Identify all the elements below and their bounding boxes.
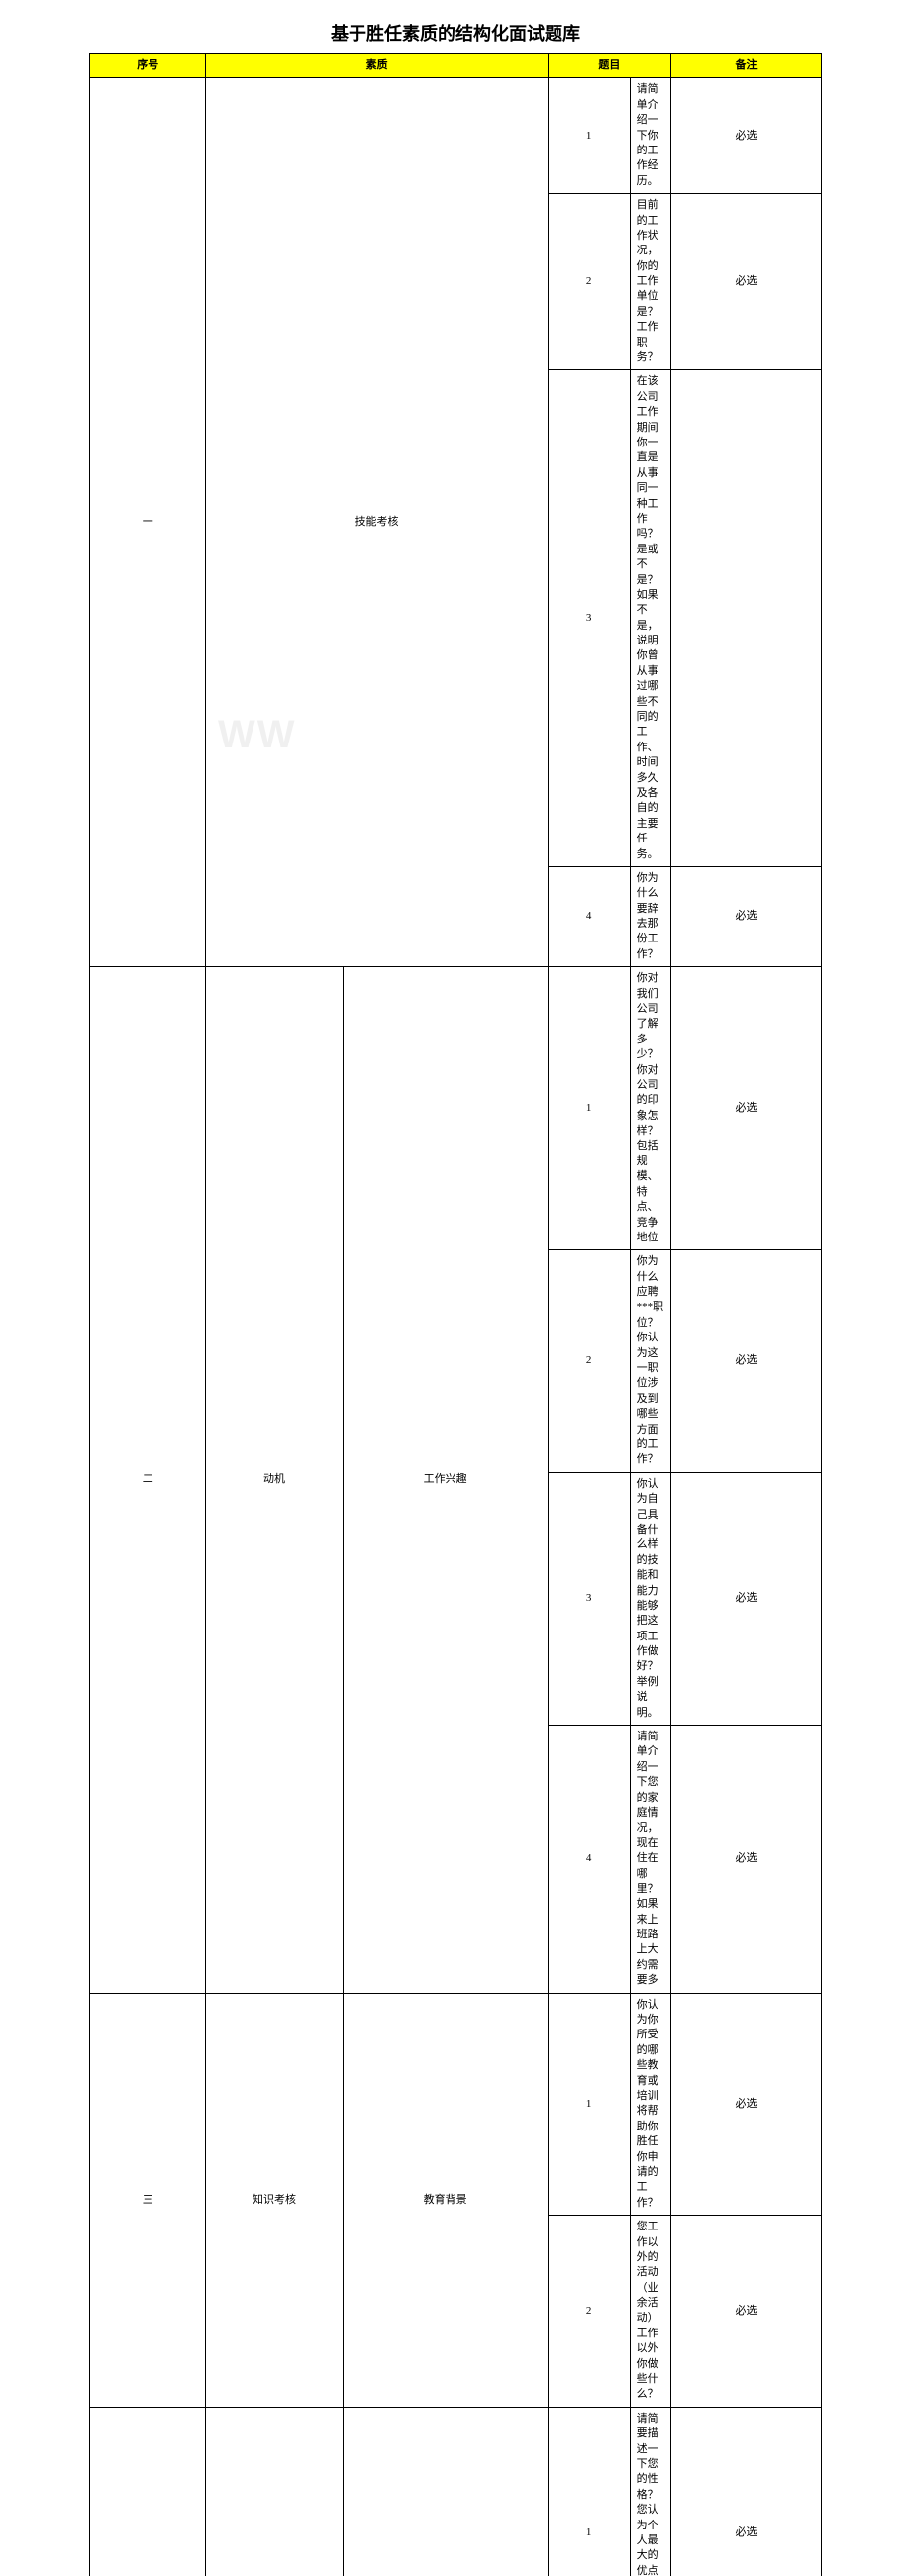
num-cell: 4 (548, 1726, 630, 1994)
header-cat: 素质 (206, 54, 548, 78)
seq-cell: 二 (90, 967, 206, 1993)
remark-cell: 必选 (671, 967, 822, 1250)
remark-cell: 必选 (671, 2407, 822, 2576)
header-row: 序号 素质 题目 备注 (90, 54, 822, 78)
question-cell: 目前的工作状况，你的工作单位是？工作职务？ (630, 194, 670, 370)
num-cell: 2 (548, 194, 630, 370)
header-rem: 备注 (671, 54, 822, 78)
sub-cell: 个性考核 (343, 2407, 548, 2576)
question-table: 序号 素质 题目 备注 一技能考核1请简单介绍一下你的工作经历。必选2目前的工作… (89, 53, 822, 2576)
header-q: 题目 (548, 54, 670, 78)
num-cell: 3 (548, 1472, 630, 1725)
question-cell: 你对我们公司了解多少？ 你对公司的印象怎样？包括规模、特点、竞争地位 (630, 967, 670, 1250)
remark-cell (671, 370, 822, 867)
question-cell: 你认为自己具备什么样的技能和能力能够把这项工作做好？举例说明。 (630, 1472, 670, 1725)
header-seq: 序号 (90, 54, 206, 78)
sub-cell: 技能考核 (206, 78, 548, 967)
sub-cell: 工作兴趣 (343, 967, 548, 1993)
remark-cell: 必选 (671, 2216, 822, 2408)
question-cell: 你为什么应聘***职位？你认为这一职位涉及到哪些方面的工作？ (630, 1250, 670, 1472)
remark-cell: 必选 (671, 1726, 822, 1994)
question-cell: 请简要描述一下您的性格？您认为个人最大的优点是什么？缺点是什么？ (630, 2407, 670, 2576)
table-row: 二动机工作兴趣1你对我们公司了解多少？ 你对公司的印象怎样？包括规模、特点、竞争… (90, 967, 822, 1250)
table-row: 四个性 态度 价值观个性考核1请简要描述一下您的性格？您认为个人最大的优点是什么… (90, 2407, 822, 2576)
seq-cell: 一 (90, 78, 206, 967)
num-cell: 4 (548, 866, 630, 966)
cat-cell: 动机 (206, 967, 343, 1993)
cat-cell: 知识考核 (206, 1993, 343, 2407)
question-cell: 你认为你所受的哪些教育或培训将帮助你胜任你申请的工作？ (630, 1993, 670, 2215)
remark-cell: 必选 (671, 78, 822, 194)
question-cell: 你为什么要辞去那份工作？ (630, 866, 670, 966)
num-cell: 2 (548, 2216, 630, 2408)
page-title: 基于胜任素质的结构化面试题库 (89, 20, 822, 46)
question-cell: 在该公司工作期间你一直是从事同一种工作吗？ 是或不是？ 如果不是，说明你曾从事过… (630, 370, 670, 867)
sub-cell: 教育背景 (343, 1993, 548, 2407)
num-cell: 1 (548, 1993, 630, 2215)
remark-cell: 必选 (671, 866, 822, 966)
question-cell: 您工作以外的活动（业余活动）工作以外你做些什么？ (630, 2216, 670, 2408)
num-cell: 3 (548, 370, 630, 867)
remark-cell: 必选 (671, 1250, 822, 1472)
question-cell: 请简单介绍一下你的工作经历。 (630, 78, 670, 194)
num-cell: 1 (548, 967, 630, 1250)
table-row: 三知识考核教育背景1你认为你所受的哪些教育或培训将帮助你胜任你申请的工作？必选 (90, 1993, 822, 2215)
seq-cell: 三 (90, 1993, 206, 2407)
seq-cell: 四 (90, 2407, 206, 2576)
num-cell: 1 (548, 2407, 630, 2576)
cat-cell: 个性 态度 价值观 (206, 2407, 343, 2576)
table-row: 一技能考核1请简单介绍一下你的工作经历。必选 (90, 78, 822, 194)
question-cell: 请简单介绍一下您的家庭情况，现在住在哪里？如果来上班路上大约需要多 (630, 1726, 670, 1994)
remark-cell: 必选 (671, 1472, 822, 1725)
remark-cell: 必选 (671, 1993, 822, 2215)
num-cell: 1 (548, 78, 630, 194)
remark-cell: 必选 (671, 194, 822, 370)
num-cell: 2 (548, 1250, 630, 1472)
